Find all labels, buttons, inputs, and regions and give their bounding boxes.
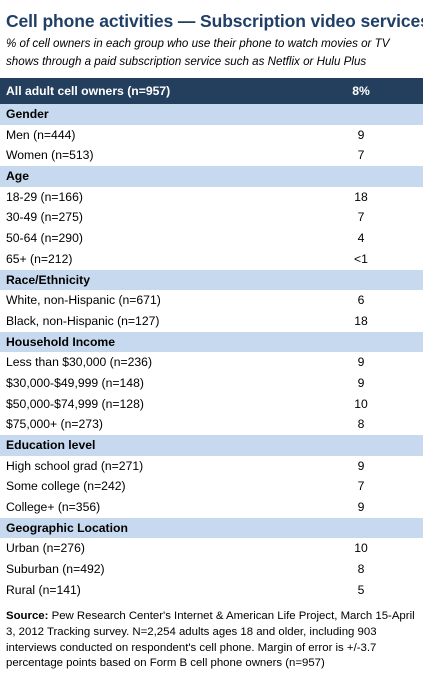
section-header-label: Household Income [6,334,116,349]
row-label: White, non-Hispanic (n=671) [6,293,161,308]
section-header-label: Education level [6,438,96,452]
row-value: 7 [357,210,365,225]
row-label: $30,000-$49,999 (n=148) [6,375,144,390]
chart-subtitle: % of cell owners in each group who use t… [6,37,390,68]
row-label: College+ (n=356) [6,500,101,515]
row-value: 5 [357,582,365,597]
table-row: Some college (n=242) 7 [0,476,423,497]
row-label: High school grad (n=271) [6,458,144,473]
row-label: Black, non-Hispanic (n=127) [6,313,160,328]
section-header: Household Income [0,331,423,353]
section-header: Gender [0,104,423,125]
source-note: Source: Pew Research Center's Internet &… [6,609,420,672]
table-row: $30,000-$49,999 (n=148) 9 [0,373,423,394]
row-value: 18 [354,189,368,204]
table-row: $75,000+ (n=273) 8 [0,414,423,435]
table-row: White, non-Hispanic (n=671) 6 [0,290,423,311]
data-table: All adult cell owners (n=957) 8% Gender M… [0,78,423,601]
row-value: 6 [357,293,365,308]
row-value: 7 [357,148,365,163]
table-row: Less than $30,000 (n=236) 9 [0,352,423,373]
table-row: 65+ (n=212) <1 [0,249,423,270]
table-row: High school grad (n=271) 9 [0,456,423,477]
source-label: Source: [6,610,49,622]
section-header-label: Gender [6,107,49,121]
table-row: Black, non-Hispanic (n=127) 18 [0,311,423,332]
section-header: Education level [0,435,423,456]
section-header: Geographic Location [0,517,423,539]
row-label: $50,000-$74,999 (n=128) [6,396,144,411]
total-row: All adult cell owners (n=957) 8% [0,78,423,104]
row-value: 10 [354,396,368,411]
row-value: 9 [357,375,365,390]
row-label: 50-64 (n=290) [6,231,83,246]
table-row: 18-29 (n=166) 18 [0,187,423,208]
row-value: 4 [357,231,365,246]
row-label: 65+ (n=212) [6,251,73,266]
row-value: 7 [357,479,365,494]
table-row: College+ (n=356) 9 [0,497,423,518]
row-value: 9 [357,500,365,515]
table-row: Women (n=513) 7 [0,145,423,166]
row-label: Suburban (n=492) [6,562,105,577]
row-label: Some college (n=242) [6,479,126,494]
section-header-label: Age [6,169,30,184]
row-value: 9 [357,127,365,142]
table-row: 30-49 (n=275) 7 [0,207,423,228]
table-row: Suburban (n=492) 8 [0,559,423,580]
row-value: 8 [357,562,365,577]
table-row: 50-64 (n=290) 4 [0,228,423,249]
section-header: Age [0,166,423,187]
row-value: 8 [357,417,365,432]
chart-title: Cell phone activities — Subscription vid… [6,11,423,31]
row-label: Urban (n=276) [6,541,85,556]
row-label: Men (n=444) [6,127,76,142]
total-row-value: 8% [352,84,370,98]
row-value: <1 [354,251,368,266]
row-value: 9 [357,458,365,473]
section-header-label: Race/Ethnicity [6,272,90,287]
table-row: Rural (n=141) 5 [0,580,423,601]
row-label: $75,000+ (n=273) [6,417,103,432]
row-label: 18-29 (n=166) [6,189,83,204]
row-value: 10 [354,541,368,556]
table-row: Urban (n=276) 10 [0,538,423,559]
row-label: 30-49 (n=275) [6,210,83,225]
row-label: Women (n=513) [6,148,94,163]
row-label: Rural (n=141) [6,582,81,597]
table-row: $50,000-$74,999 (n=128) 10 [0,394,423,415]
row-value: 9 [357,355,365,370]
table-row: Men (n=444) 9 [0,125,423,146]
total-row-label: All adult cell owners (n=957) [6,84,171,98]
row-label: Less than $30,000 (n=236) [6,355,153,370]
section-header-label: Geographic Location [6,520,128,535]
row-value: 18 [354,313,368,328]
source-text: Pew Research Center's Internet & America… [6,610,415,670]
section-header: Race/Ethnicity [0,269,423,291]
